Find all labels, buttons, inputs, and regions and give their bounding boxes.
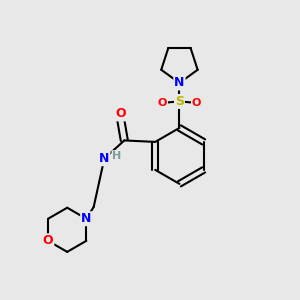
Text: N: N [99,152,110,165]
Text: N: N [81,212,92,225]
Text: H: H [112,151,121,161]
Text: O: O [192,98,201,108]
Text: N: N [174,76,184,89]
Text: O: O [158,98,167,108]
Text: S: S [175,95,184,108]
Text: O: O [116,107,126,120]
Text: O: O [43,234,53,247]
